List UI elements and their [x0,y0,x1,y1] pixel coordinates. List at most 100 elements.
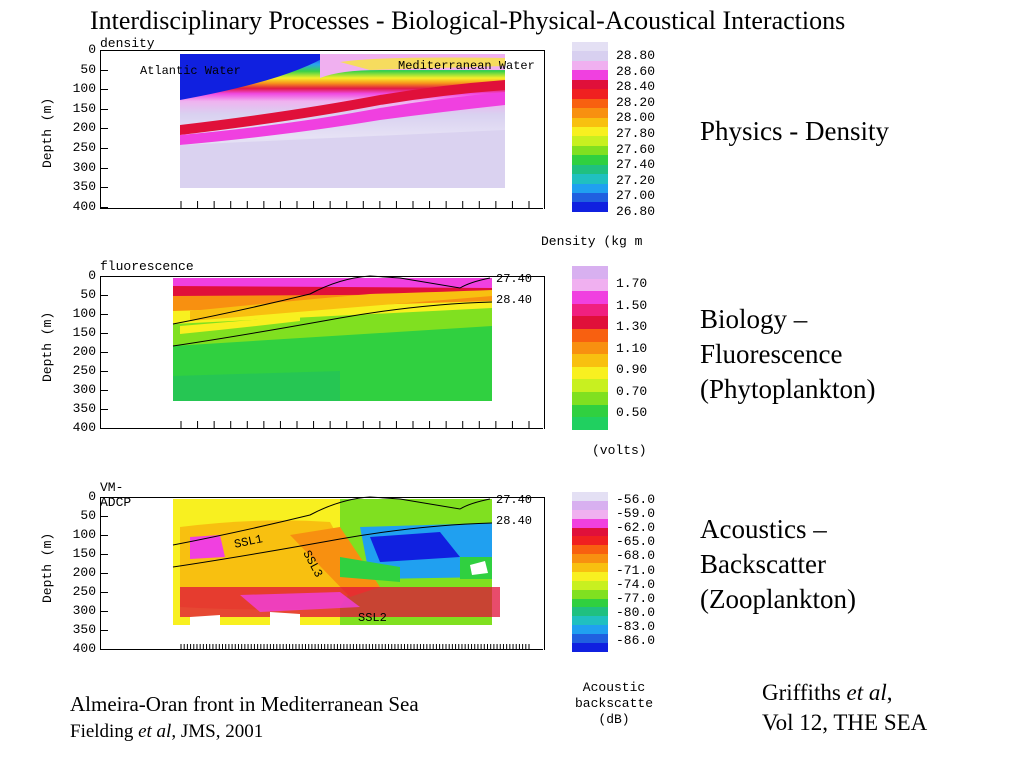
y-tick-label: 400 [72,420,96,435]
y-tick-mark [100,167,108,169]
y-tick-label: 150 [72,100,96,116]
adcp-colorbar [572,492,608,652]
colorbar-label: 1.70 [616,276,648,291]
colorbar-swatch [572,145,608,156]
y-tick-label: 200 [72,120,96,136]
density-xticks [180,201,530,208]
colorbar-swatch [572,642,608,652]
y-tick-mark [100,516,108,517]
colorbar-label: -83.0 [616,618,656,634]
y-tick-mark [100,371,108,372]
colorbar-label: 1.50 [616,297,648,313]
colorbar-label: 27.40 [616,157,656,173]
colorbar-swatch [572,183,608,193]
colorbar-swatch [572,527,608,537]
ssl2-label: SSL2 [358,611,387,625]
colorbar-swatch [572,329,608,342]
colorbar-label: -86.0 [616,633,656,648]
y-tick-mark [100,108,108,110]
side-label-line: Physics - Density [700,116,889,146]
y-tick-mark [100,276,108,277]
y-tick-label: 100 [72,306,96,321]
y-tick-label: 250 [72,584,96,599]
y-tick-label: 250 [72,363,96,378]
y-tick-mark [100,187,108,189]
figure-caption: Almeira-Oran front in Mediterranean Sea … [70,692,419,743]
y-tick-mark [100,554,108,555]
colorbar-label: 1.10 [616,340,648,356]
y-tick-label: 200 [72,565,96,580]
colorbar-swatch [572,136,608,146]
y-tick-mark [100,128,108,130]
colorbar-swatch [572,174,608,184]
density-ylabel: Depth (m) [40,97,55,168]
fluorescence-xticks [180,421,530,428]
colorbar-swatch [572,126,608,137]
colorbar-swatch [572,117,608,127]
colorbar-swatch [572,571,608,581]
colorbar-label: -68.0 [616,548,656,564]
colorbar-label: 28.40 [616,79,656,95]
fluorescence-panel-title: fluorescence [100,259,194,274]
colorbar-label: -59.0 [616,506,656,522]
colorbar-swatch [572,51,608,61]
colorbar-swatch [572,536,608,546]
colorbar-swatch [572,303,608,317]
side-label-line: (Phytoplankton) [700,374,876,404]
side-label-line: Acoustics – [700,514,827,544]
density-plot [180,54,505,188]
y-tick-label: 250 [72,140,96,155]
colorbar-label: 27.80 [616,126,656,141]
colorbar-swatch [572,316,608,330]
y-tick-label: 300 [72,159,96,175]
y-tick-mark [100,314,108,315]
adcp-panel-title: VM-ADCP [100,480,132,510]
colorbar-swatch [572,98,608,109]
colorbar-swatch [572,404,608,418]
fluorescence-ylabel: Depth (m) [40,311,55,382]
y-tick-label: 350 [72,401,96,416]
y-tick-mark [100,409,108,410]
y-tick-mark [100,50,108,51]
colorbar-label: -62.0 [616,520,656,536]
y-tick-label: 300 [72,603,96,618]
y-tick-label: 150 [72,325,96,340]
y-tick-mark [100,592,108,593]
colorbar-label: -65.0 [616,534,656,550]
mediterranean-water-label: Mediterranean Water [398,59,535,73]
y-tick-label: 400 [72,198,96,214]
contour-label-28-40: 28.40 [496,514,533,528]
y-tick-label: 300 [72,382,96,397]
colorbar-label: 0.70 [616,383,648,399]
colorbar-label: 27.00 [616,188,656,204]
reference-citation: Griffiths et al, Vol 12, THE SEA [762,678,927,738]
y-tick-mark [100,333,108,334]
colorbar-swatch [572,164,608,175]
reference-line: Griffiths et al, [762,678,927,708]
y-tick-mark [100,352,108,353]
side-label-line: Backscatter [700,549,826,579]
colorbar-label: 0.50 [616,405,648,420]
adcp-side-label: Acoustics – Backscatter (Zooplankton) [700,512,856,617]
colorbar-swatch [572,518,608,528]
colorbar-swatch [572,341,608,355]
caption-citation: Fielding et al, JMS, 2001 [70,721,419,743]
contour-label-27-40: 27.40 [496,272,533,286]
y-tick-mark [100,206,108,208]
colorbar-swatch [572,155,608,165]
colorbar-swatch [572,580,608,590]
fluorescence-plot [172,275,493,401]
colorbar-swatch [572,545,608,555]
adcp-unit: Acoustic backscatte (dB) [575,680,653,728]
colorbar-swatch [572,291,608,304]
page-title: Interdisciplinary Processes - Biological… [90,6,846,35]
y-tick-label: 150 [72,546,96,561]
contour-label-28-40: 28.40 [496,293,533,307]
unit-line: (dB) [598,712,630,727]
colorbar-swatch [572,354,608,367]
y-tick-label: 350 [72,179,96,195]
adcp-ylabel: Depth (m) [40,532,55,603]
citation-journal: , JMS, 2001 [171,721,264,742]
unit-line: backscatte [575,696,654,711]
fluorescence-unit: (volts) [592,443,647,458]
